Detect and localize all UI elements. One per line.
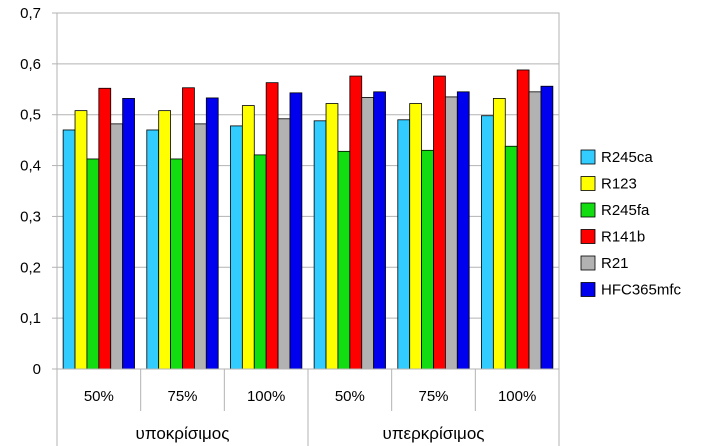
legend-label: R123 <box>601 176 637 193</box>
plot-area <box>56 12 560 370</box>
legend-label: R141b <box>601 229 645 246</box>
legend-swatch-R245fa <box>580 202 596 218</box>
x-tick-label: 75% <box>418 388 448 405</box>
x-tick-label: 75% <box>167 388 197 405</box>
bar-R245fa-3 <box>337 150 351 370</box>
bar-R245ca-3 <box>313 120 327 370</box>
y-tick-label: 0,7 <box>20 5 41 22</box>
y-tick-label: 0,1 <box>20 310 41 327</box>
bar-R245fa-2 <box>253 154 267 370</box>
x-tick-labels: 50% 75% 100% 50% 75% 100% <box>84 388 537 405</box>
bar-HFC365mfc-5 <box>540 85 554 370</box>
group-label: υποκρίσιμος <box>136 424 230 443</box>
y-tick-label: 0,2 <box>20 259 41 276</box>
legend-label: HFC365mfc <box>601 282 682 299</box>
bar-R245ca-1 <box>146 129 160 370</box>
legend-swatch-R123 <box>580 176 596 191</box>
bars <box>62 69 554 370</box>
y-tick-label: 0,3 <box>20 208 41 225</box>
bar-HFC365mfc-3 <box>373 91 386 370</box>
y-tick-labels: 0 0,1 0,2 0,3 0,4 0,5 0,6 0,7 <box>20 5 41 378</box>
legend-swatch-R141b <box>580 229 596 244</box>
x-tick-label: 100% <box>498 388 536 405</box>
bar-R141b-0 <box>98 87 112 370</box>
bar-R123-1 <box>158 110 171 370</box>
bar-R245ca-0 <box>62 129 76 370</box>
bar-R123-0 <box>74 110 88 370</box>
bar-R245fa-4 <box>421 149 434 370</box>
bar-R21-1 <box>193 123 207 370</box>
bar-R245fa-1 <box>170 158 183 370</box>
bar-R245fa-5 <box>504 145 518 370</box>
bar-R245ca-5 <box>481 115 494 370</box>
bar-R245ca-2 <box>230 125 243 370</box>
bar-R123-3 <box>325 103 339 370</box>
bar-R141b-5 <box>516 69 530 370</box>
bar-R141b-1 <box>182 87 195 370</box>
y-tick-label: 0,4 <box>20 158 41 175</box>
bar-R141b-3 <box>349 75 363 370</box>
bar-HFC365mfc-2 <box>289 92 303 370</box>
y-tick-label: 0,6 <box>20 56 41 73</box>
x-tick-label: 50% <box>335 388 365 405</box>
bar-R141b-2 <box>265 82 279 370</box>
legend-label: R245fa <box>601 202 650 219</box>
group-label: υπερκρίσιμος <box>383 424 485 443</box>
bar-R123-4 <box>409 103 423 370</box>
bar-R21-4 <box>444 96 458 370</box>
bar-HFC365mfc-0 <box>122 98 135 370</box>
bar-R123-5 <box>492 98 506 370</box>
bar-HFC365mfc-4 <box>456 91 470 370</box>
bar-R245fa-0 <box>86 158 100 370</box>
legend-label: R21 <box>601 255 629 272</box>
bar-R21-2 <box>277 118 291 370</box>
bar-R21-5 <box>528 91 542 370</box>
legend: R245ca R123 R245fa R141b R21 HFC365mfc <box>580 149 682 299</box>
bar-R21-3 <box>361 97 375 370</box>
legend-swatch-R21 <box>580 255 596 271</box>
axes <box>56 13 560 446</box>
legend-label: R245ca <box>601 149 653 166</box>
bar-HFC365mfc-1 <box>205 97 219 370</box>
bar-R21-0 <box>110 123 124 370</box>
y-tick-label: 0 <box>33 361 41 378</box>
x-tick-label: 100% <box>247 388 285 405</box>
legend-swatch-HFC365mfc <box>580 282 596 297</box>
legend-swatch-R245ca <box>580 149 596 165</box>
gridlines <box>52 12 559 370</box>
group-labels: υποκρίσιμος υπερκρίσιμος <box>136 424 485 443</box>
x-tick-label: 50% <box>84 388 114 405</box>
bar-R123-2 <box>241 105 255 370</box>
bar-R141b-4 <box>433 75 446 370</box>
y-tick-label: 0,5 <box>20 107 41 124</box>
bar-R245ca-4 <box>397 119 411 370</box>
